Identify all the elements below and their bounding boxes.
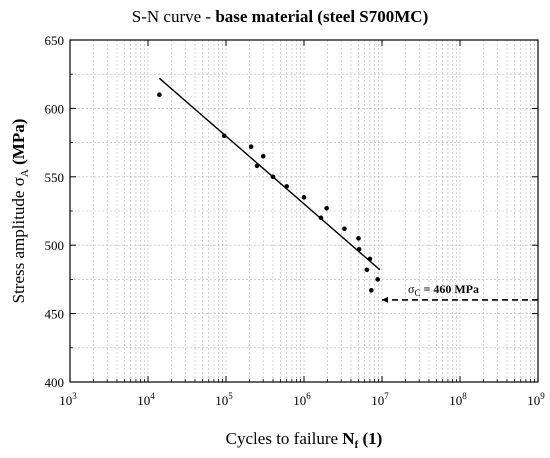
regression-line	[158, 77, 381, 271]
x-tick-label-exp: 5	[228, 391, 233, 401]
data-point	[270, 174, 276, 180]
data-point	[318, 215, 324, 221]
data-point	[375, 277, 380, 282]
data-point	[157, 92, 162, 98]
x-tick-label-base: 10	[59, 393, 72, 408]
x-tick-label: 108	[449, 391, 467, 408]
data-point	[260, 153, 266, 159]
x-tick-label-exp: 3	[72, 391, 77, 401]
x-axis-label-unit: (1)	[358, 429, 382, 448]
chart-title-bold: base material (steel S700MC)	[215, 7, 428, 26]
x-tick-label-exp: 6	[306, 391, 311, 401]
x-tick-label: 107	[371, 391, 389, 408]
x-tick-label-base: 10	[137, 393, 150, 408]
fatigue-limit-arrowhead	[382, 296, 388, 303]
x-axis-label: Cycles to failure Nf (1)	[226, 429, 383, 451]
x-tick-label-base: 10	[449, 393, 462, 408]
data-point	[221, 133, 227, 139]
data-point	[284, 184, 289, 189]
fatigue-limit-layer: σC = 460 MPa	[382, 282, 538, 303]
grid-layer	[70, 40, 538, 382]
data-point	[356, 247, 362, 252]
data-points-layer	[157, 92, 380, 293]
fit-line-layer	[158, 77, 381, 271]
y-tick-label: 600	[45, 101, 65, 116]
data-point	[301, 195, 307, 200]
y-axis-label-text: Stress amplitude	[9, 186, 28, 303]
fatigue-limit-label-symbol: σ	[408, 282, 415, 296]
x-tick-label: 103	[59, 391, 77, 408]
y-axis-label-sub: A	[19, 169, 31, 177]
data-point	[324, 205, 329, 211]
x-tick-label-exp: 8	[462, 391, 467, 401]
x-tick-label-exp: 4	[150, 391, 155, 401]
x-tick-label-exp: 9	[540, 391, 545, 401]
data-point	[248, 144, 254, 150]
x-tick-label-exp: 7	[384, 391, 389, 401]
x-tick-label: 106	[293, 391, 311, 408]
chart-title: S-N curve - base material (steel S700MC)	[132, 7, 428, 26]
fatigue-limit-label: σC = 460 MPa	[408, 282, 479, 298]
x-tick-label-base: 10	[215, 393, 228, 408]
x-tick-label: 104	[137, 391, 155, 408]
y-tick-label: 650	[45, 33, 65, 48]
data-point	[364, 267, 370, 273]
y-tick-label: 400	[45, 375, 65, 390]
x-tick-label-base: 10	[293, 393, 306, 408]
chart-title-normal: S-N curve -	[132, 7, 216, 26]
x-axis-label-sub: f	[355, 439, 359, 451]
data-point	[254, 163, 260, 169]
y-tick-label: 450	[45, 307, 65, 322]
x-tick-label-base: 10	[371, 393, 384, 408]
y-axis-label-symbol: σ	[9, 177, 28, 186]
y-tick-label: 550	[45, 170, 65, 185]
x-axis-label-symbol: N	[342, 429, 355, 448]
fatigue-limit-label-sub: C	[414, 288, 420, 298]
x-tick-label: 109	[527, 391, 545, 408]
y-axis-label-unit: (MPa)	[9, 119, 28, 170]
x-tick-label: 105	[215, 391, 233, 408]
fatigue-limit-label-value: = 460 MPa	[420, 282, 479, 296]
data-point	[356, 236, 361, 241]
y-tick-label: 500	[45, 238, 65, 253]
data-point	[367, 256, 373, 262]
y-axis-label: Stress amplitude σA (MPa)	[9, 119, 31, 304]
x-tick-label-base: 10	[527, 393, 540, 408]
data-point	[342, 226, 347, 232]
x-axis-label-text: Cycles to failure	[226, 429, 343, 448]
data-point	[369, 288, 374, 293]
